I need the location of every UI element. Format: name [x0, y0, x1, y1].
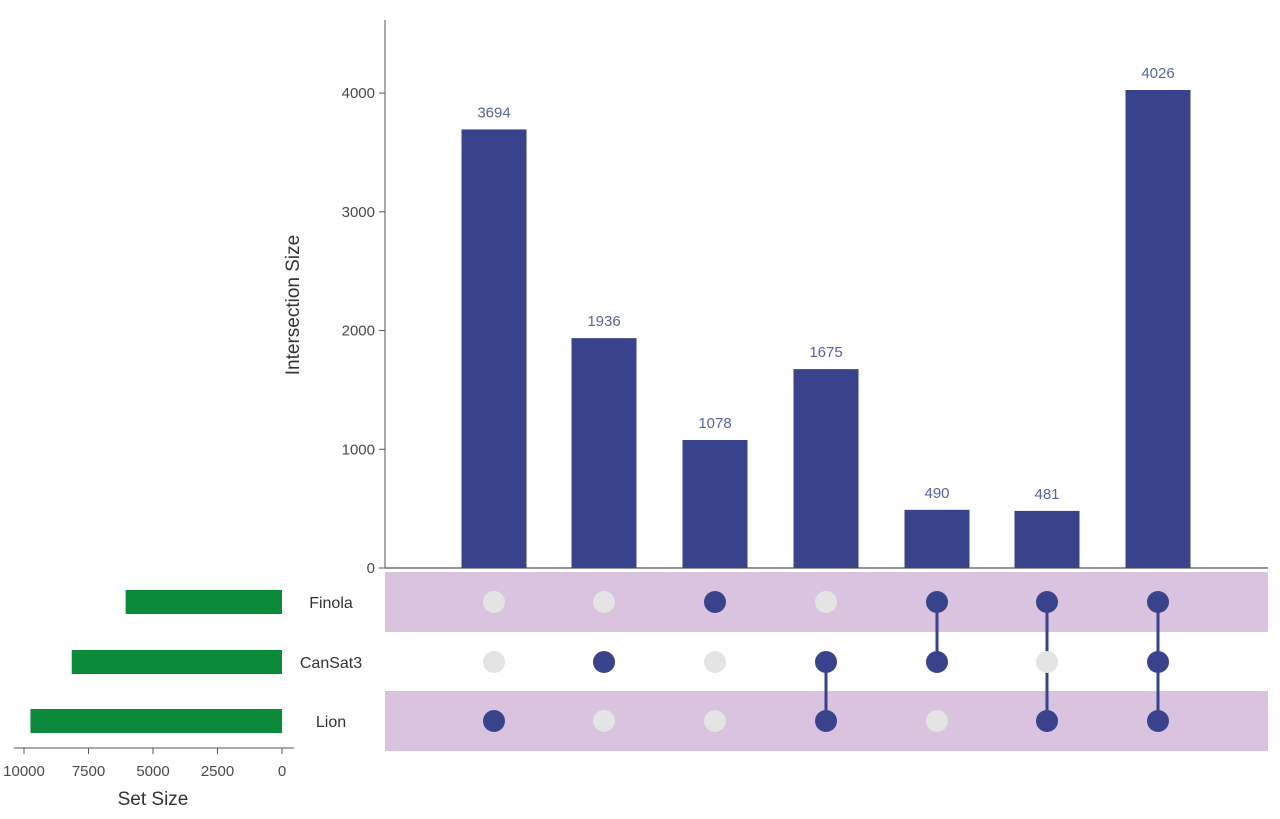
set-size-tick-label: 2500	[201, 763, 234, 780]
matrix-dot-active	[1147, 710, 1169, 732]
intersection-bar-label: 4026	[1141, 65, 1174, 82]
set-size-bar	[30, 709, 283, 733]
intersection-bar-label: 481	[1034, 486, 1059, 503]
matrix-dot-active	[1147, 591, 1169, 613]
intersection-bar	[571, 338, 637, 568]
matrix-dot-inactive	[483, 591, 505, 613]
intersection-bar	[1125, 90, 1191, 568]
set-size-bar	[125, 590, 282, 614]
intersection-bar-label: 1936	[587, 313, 620, 330]
matrix-dot-active	[593, 651, 615, 673]
matrix-dot-inactive	[704, 651, 726, 673]
set-size-tick-label: 10000	[3, 763, 45, 780]
set-name-label: Finola	[309, 595, 353, 612]
matrix-dot-inactive	[704, 710, 726, 732]
set-size-bars	[30, 590, 283, 733]
set-name-label: CanSat3	[300, 655, 362, 672]
matrix-dot-active	[483, 710, 505, 732]
matrix-dot-inactive	[483, 651, 505, 673]
intersection-bars	[461, 90, 1191, 568]
membership-matrix	[483, 591, 1169, 732]
matrix-dot-active	[815, 710, 837, 732]
matrix-dot-active	[1147, 651, 1169, 673]
intersection-bar-label: 1078	[698, 415, 731, 432]
set-size-tick-label: 0	[278, 763, 286, 780]
y-tick-label: 4000	[342, 85, 375, 102]
set-size-tick-label: 7500	[72, 763, 105, 780]
intersection-bar	[682, 440, 748, 568]
y-tick-label: 0	[367, 560, 375, 577]
matrix-dot-active	[926, 591, 948, 613]
matrix-dot-active	[704, 591, 726, 613]
intersection-size-axis: 0 1000 2000 3000 4000	[342, 20, 1268, 577]
matrix-dot-inactive	[815, 591, 837, 613]
set-size-tick-label: 5000	[136, 763, 169, 780]
y-tick-label: 1000	[342, 441, 375, 458]
matrix-dot-inactive	[926, 710, 948, 732]
intersection-bar	[1014, 510, 1080, 568]
matrix-dot-active	[1036, 710, 1058, 732]
set-size-axis-title: Set Size	[118, 789, 189, 810]
matrix-dot-inactive	[1036, 651, 1058, 673]
matrix-dot-active	[815, 651, 837, 673]
intersection-bar-labels: 3694 1936 1078 1675 490 481 4026	[477, 65, 1174, 503]
set-name-label: Lion	[316, 714, 346, 731]
intersection-bar	[904, 509, 970, 568]
matrix-dot-inactive	[593, 591, 615, 613]
intersection-bar-label: 490	[924, 485, 949, 502]
intersection-bar-label: 3694	[477, 104, 510, 121]
y-axis-title: Intersection Size	[283, 235, 304, 375]
matrix-dot-active	[1036, 591, 1058, 613]
y-tick-label: 3000	[342, 204, 375, 221]
matrix-dot-active	[926, 651, 948, 673]
intersection-bar	[461, 129, 527, 568]
set-size-axis: 10000 7500 5000 2500 0	[3, 747, 294, 780]
intersection-bar	[793, 369, 859, 568]
set-names: Finola CanSat3 Lion	[300, 595, 362, 731]
y-tick-label: 2000	[342, 323, 375, 340]
matrix-dot-inactive	[593, 710, 615, 732]
intersection-bar-label: 1675	[809, 344, 842, 361]
set-size-bar	[71, 650, 282, 674]
